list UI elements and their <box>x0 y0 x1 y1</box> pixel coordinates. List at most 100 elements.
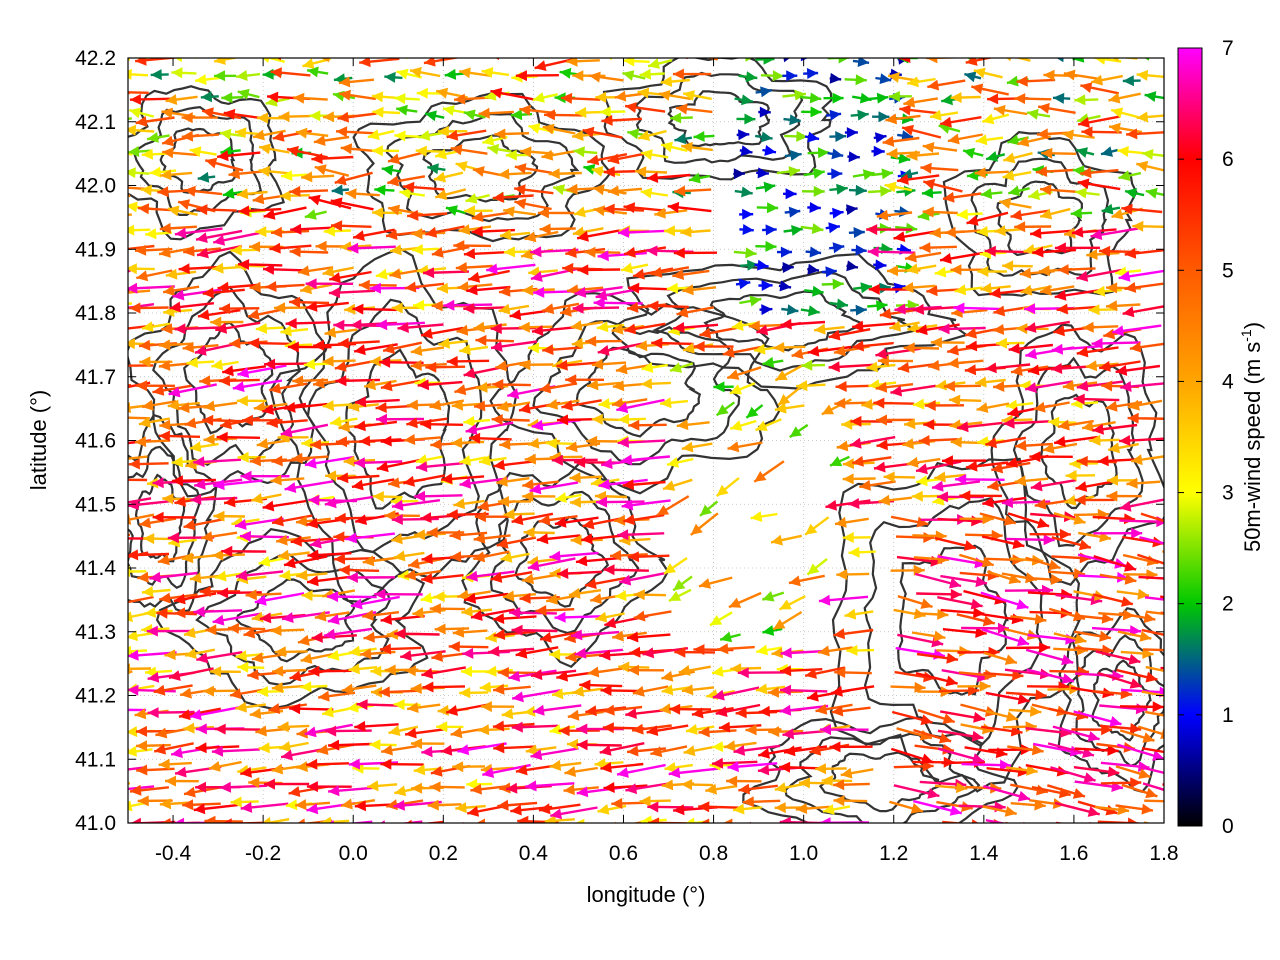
wind-vector <box>162 147 198 159</box>
wind-vector <box>416 87 444 99</box>
wind-vector <box>1048 416 1077 428</box>
wind-vector <box>1095 650 1141 665</box>
wind-vector <box>995 337 1025 349</box>
wind-vector <box>836 569 870 580</box>
wind-vector <box>940 607 985 619</box>
wind-vector <box>337 111 377 123</box>
wind-vector <box>848 546 876 558</box>
wind-vector <box>149 166 177 178</box>
wind-vector <box>463 109 486 121</box>
colorbar <box>1177 47 1203 827</box>
wind-vector <box>234 517 284 530</box>
wind-vector <box>271 455 310 467</box>
wind-vector <box>1002 170 1032 181</box>
wind-vector <box>681 441 713 453</box>
wind-vector <box>603 564 649 576</box>
wind-vector <box>352 303 397 315</box>
wind-vector <box>193 606 243 618</box>
wind-vector <box>1046 784 1086 799</box>
wind-vector <box>912 303 959 315</box>
wind-vector <box>1091 625 1142 637</box>
wind-vector <box>575 555 621 567</box>
wind-vector <box>939 116 982 128</box>
wind-vector <box>899 58 922 63</box>
wind-vector <box>1136 111 1164 123</box>
wind-vector <box>1127 399 1163 411</box>
wind-vector <box>348 663 378 675</box>
wind-vector <box>211 745 261 757</box>
wind-vector <box>538 514 578 526</box>
wind-vector <box>574 286 623 298</box>
wind-vector <box>174 323 221 335</box>
wind-vector <box>807 202 821 213</box>
wind-vector <box>317 690 356 702</box>
wind-vector <box>628 419 667 431</box>
wind-vector <box>218 375 260 387</box>
wind-vector <box>1124 188 1145 199</box>
wind-vector <box>1091 337 1141 349</box>
y-tick-label: 42.0 <box>75 175 116 198</box>
wind-vector <box>762 625 783 636</box>
wind-vector <box>1119 435 1164 446</box>
wind-vector <box>306 575 351 587</box>
y-axis-ticks: 41.0 41.1 41.2 41.3 41.4 41.5 41.6 41.7 41.8 41.9… <box>75 47 1164 835</box>
wind-vector <box>466 284 511 296</box>
wind-vector <box>788 574 825 587</box>
wind-vector <box>1143 821 1151 823</box>
wind-vector <box>581 533 625 545</box>
wind-vector <box>546 398 580 410</box>
wind-vector <box>715 703 761 717</box>
wind-vector <box>270 67 311 79</box>
wind-vector <box>352 228 396 241</box>
wind-vector <box>632 267 674 280</box>
wind-vector <box>153 684 193 696</box>
contour-line <box>703 290 864 352</box>
wind-vector <box>99 416 125 427</box>
wind-vector <box>212 612 262 626</box>
wind-vector <box>305 278 354 290</box>
wind-vector <box>1117 146 1145 157</box>
wind-vector <box>569 472 603 484</box>
wind-vector <box>296 569 328 581</box>
wind-vector <box>523 527 555 538</box>
wind-vector <box>400 650 446 661</box>
wind-vector <box>382 341 423 354</box>
wind-vector <box>141 321 171 332</box>
wind-vector <box>459 455 487 466</box>
wind-vector <box>782 89 807 101</box>
contour-line <box>306 298 483 554</box>
wind-vector <box>1071 226 1117 238</box>
wind-vector <box>393 550 425 562</box>
wind-vector <box>1099 723 1142 734</box>
wind-vector <box>635 340 670 352</box>
wind-vector <box>584 246 621 258</box>
wind-vector <box>477 724 510 736</box>
wind-vector <box>158 758 192 770</box>
wind-vector <box>359 823 400 834</box>
wind-vector <box>699 326 739 339</box>
wind-vector <box>340 143 377 155</box>
colorbar-label: 50m-wind speed (m s-1) <box>1238 322 1265 552</box>
wind-vector <box>1076 826 1119 840</box>
wind-vector <box>542 344 582 356</box>
wind-vector <box>266 417 308 429</box>
wind-vector <box>633 589 666 601</box>
wind-vector <box>850 304 867 316</box>
wind-vector <box>673 322 719 333</box>
wind-vector <box>574 647 624 659</box>
wind-vector <box>139 517 177 529</box>
wind-vector <box>213 479 263 491</box>
wind-vector <box>387 151 425 165</box>
wind-vector <box>222 187 243 199</box>
colorbar-tick-label: 6 <box>1222 148 1234 171</box>
wind-vector <box>543 109 583 121</box>
wind-vector <box>980 282 1011 294</box>
wind-vector <box>821 775 853 787</box>
wind-vector <box>576 739 622 751</box>
wind-vector <box>556 359 598 371</box>
wind-vector <box>203 433 238 445</box>
wind-vector <box>939 710 986 723</box>
wind-vector <box>597 250 647 262</box>
wind-vector <box>688 172 711 184</box>
wind-vector <box>1027 364 1072 376</box>
